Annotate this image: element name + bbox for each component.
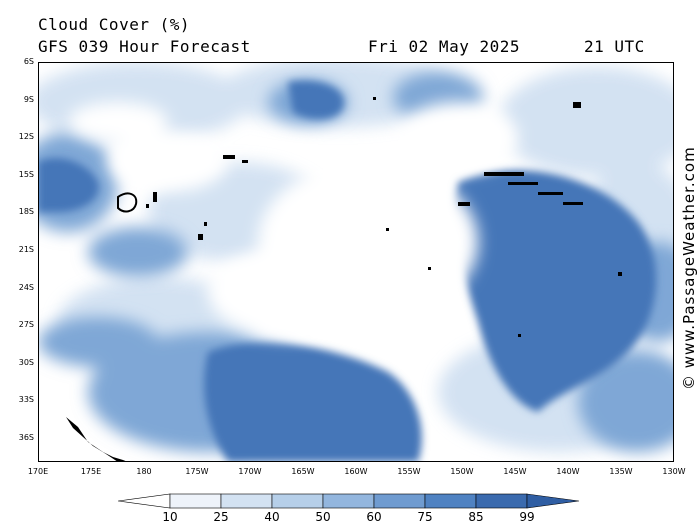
colorbar-tick-label: 99 [519,510,535,524]
lon-label: 175E [80,467,102,476]
lon-label: 150W [450,467,474,476]
map-frame [38,62,674,462]
lon-label: 175W [185,467,209,476]
colorbar-tick-label: 60 [366,510,382,524]
forecast-label: GFS 039 Hour Forecast [38,37,251,56]
colorbar-segment [373,493,426,509]
colorbar-max-arrow [526,493,580,509]
colorbar-tick-label: 50 [315,510,331,524]
lat-label: 15S [18,169,34,179]
society-islands [458,202,470,206]
colorbar-segment [424,493,477,509]
tonga-islands [198,234,203,240]
land-features [66,97,622,462]
lon-label: 180 [136,467,152,476]
credit-watermark: © www.PassageWeather.com [680,146,698,390]
colorbar-tick-label: 25 [213,510,229,524]
map-title: Cloud Cover (%) [38,15,190,34]
lon-label: 155W [397,467,421,476]
tuamotu-islands [484,172,524,176]
colorbar-segment [475,493,528,509]
lat-label: 36S [18,433,34,442]
fiji-islands [117,192,138,213]
lon-label: 160W [344,467,368,476]
colorbar-segment [271,493,324,509]
lon-label: 130W [662,467,686,476]
overcast-cloud-layer [38,80,657,462]
lat-label: 24S [18,282,34,292]
colorbar-tick-label: 75 [417,510,433,524]
lon-label: 165W [291,467,315,476]
lat-label: 18S [18,207,34,217]
lat-label: 9S [23,94,34,104]
lat-label: 12S [18,132,34,142]
lon-label: 170W [238,467,262,476]
colorbar-segment [169,493,222,509]
colorbar-segment [220,493,273,509]
forecast-date: Fri 02 May 2025 [368,37,520,56]
cloud-cover-map [38,62,674,462]
colorbar-tick-label: 40 [264,510,280,524]
lon-label: 135W [609,467,633,476]
colorbar-segment [322,493,375,509]
colorbar-min-arrow [118,493,171,509]
lat-label: 27S [18,320,34,330]
lat-label: 30S [18,357,34,367]
colorbar [118,493,580,509]
lon-label: 170E [27,467,49,476]
colorbar-tick-label: 85 [468,510,484,524]
marquesas-islands [573,102,581,108]
lon-label: 140W [556,467,580,476]
colorbar-tick-label: 10 [162,510,178,524]
lon-label: 145W [503,467,527,476]
lat-label: 21S [18,245,34,254]
samoa-islands [223,155,235,159]
lat-label: 6S [23,57,34,66]
gambier-islands [618,272,622,276]
forecast-time: 21 UTC [584,37,645,56]
clear-sky-layer [68,102,518,337]
lat-label: 33S [18,395,34,405]
